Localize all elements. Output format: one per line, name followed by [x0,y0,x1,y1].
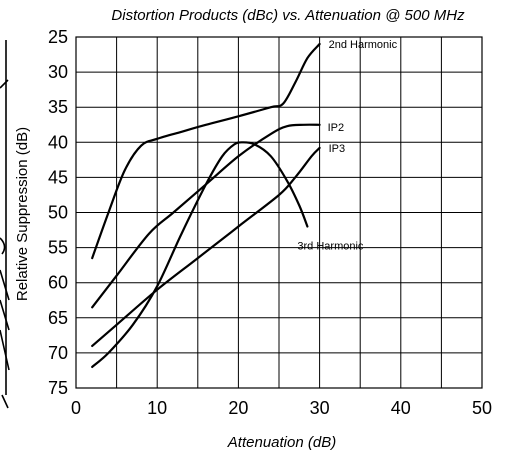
series-line-ip3 [91,146,321,347]
y-tick-label: 70 [48,343,68,363]
series-labels: 2nd Harmonic IP2 IP3 3rd Harmonic [297,39,397,253]
y-tick-label: 50 [48,203,68,223]
series-line-3rd-harmonic [91,141,309,368]
y-tick-label: 55 [48,238,68,258]
x-tick-label: 40 [391,398,411,418]
x-axis-label: Attenuation (dB) [227,434,336,451]
y-tick-label: 40 [48,132,68,152]
y-tick-label: 60 [48,273,68,293]
y-tick-label: 30 [48,62,68,82]
series-label-ip2: IP2 [328,122,345,134]
y-tick-label: 35 [48,97,68,117]
chart-grid [75,36,483,389]
y-tick-label: 45 [48,167,68,187]
x-tick-label: 0 [71,398,81,418]
series-line-ip2 [91,123,321,309]
series-line-2nd-harmonic [91,42,321,260]
x-tick-label: 50 [472,398,492,418]
series-label-2nd-harmonic: 2nd Harmonic [329,39,398,51]
series-lines [91,42,321,368]
y-tick-label: 25 [48,27,68,47]
x-tick-labels: 0 10 20 30 40 50 [71,398,492,418]
x-tick-label: 20 [228,398,248,418]
x-tick-label: 30 [310,398,330,418]
chart-title: Distortion Products (dBc) vs. Attenuatio… [111,7,465,24]
plot-frame [75,36,483,389]
y-tick-label: 65 [48,308,68,328]
x-tick-label: 10 [147,398,167,418]
left-edge-fragment [0,40,10,409]
y-axis-label: Relative Suppression (dB) [14,127,31,301]
series-label-3rd-harmonic: 3rd Harmonic [297,241,364,253]
series-label-ip3: IP3 [329,143,346,155]
y-tick-labels: 25 30 35 40 45 50 55 60 65 70 75 [48,27,68,398]
y-tick-label: 75 [48,378,68,398]
